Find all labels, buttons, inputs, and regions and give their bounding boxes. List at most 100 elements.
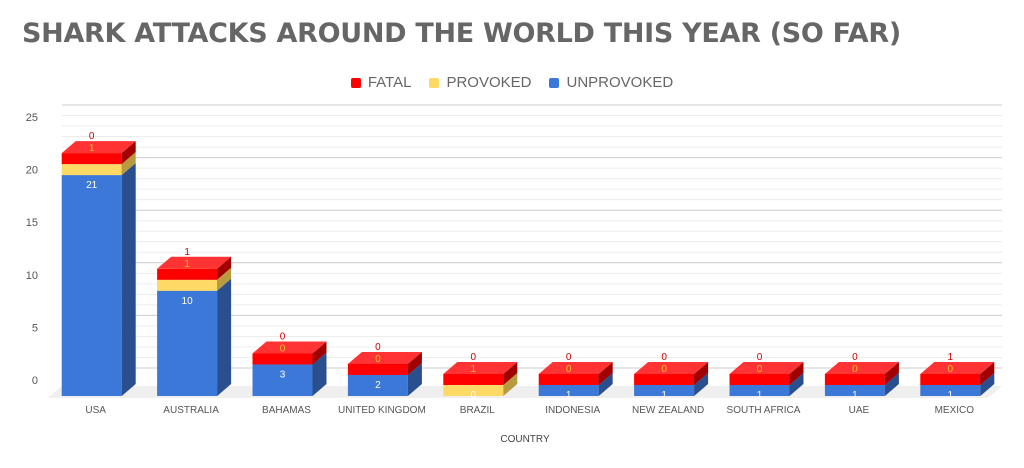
data-label-unprovoked: 1 [757,390,763,401]
bar-fatal-bahamas [252,341,327,365]
data-label-unprovoked: 2 [375,380,381,391]
bar-fatal-usa [61,141,136,165]
bar-front-face [61,175,122,396]
x-category-label: NEW ZEALAND [632,405,704,416]
bar-front-face [538,385,599,396]
legend-item-fatal[interactable]: FATAL [350,74,411,91]
bar-side-face [694,362,709,385]
bar-top-face [61,141,136,154]
x-category-label: UNITED KINGDOM [338,405,426,416]
data-label-unprovoked: 21 [86,180,98,191]
data-label-fatal: 0 [566,352,572,363]
data-label-provoked: 1 [89,143,95,154]
x-category-label: BAHAMAS [262,405,311,416]
bar-front-face [443,374,504,385]
data-label-fatal: 0 [89,131,95,142]
x-category-label: INDONESIA [545,405,600,416]
bar-top-face [634,362,709,374]
bar-fatal-new-zealand [634,362,709,385]
data-label-unprovoked: 1 [948,390,954,401]
data-label-fatal: 0 [280,331,286,342]
bar-front-face [538,374,599,385]
data-label-provoked: 1 [184,259,190,270]
bar-side-face [884,362,899,385]
x-category-label: UAE [849,405,870,416]
bar-side-face [121,152,136,176]
legend-item-provoked[interactable]: PROVOKED [429,74,531,91]
bar-side-face [980,373,995,396]
bar-side-face [407,362,422,396]
bar-side-face [884,373,899,396]
x-category-label: SOUTH AFRICA [727,405,801,416]
bar-fatal-south-africa [729,362,804,385]
x-axis-categories: USA AUSTRALIA BAHAMAS UNITED KINGDOM BRAZIL I… [85,405,974,416]
y-tick-label: 0 [32,375,38,387]
data-label-fatal: 0 [661,352,667,363]
data-label-fatal: 1 [948,352,954,363]
bar-front-face [920,385,981,396]
bar-top-face [920,362,995,374]
legend-swatch-unprovoked [549,77,560,88]
x-category-label: BRAZIL [460,405,495,416]
data-label-fatal: 0 [757,352,763,363]
bar-front-face [729,374,790,385]
bar-side-face [598,362,613,385]
bar-side-face [789,373,804,396]
legend-swatch-fatal [350,77,361,88]
bar-front-face [157,290,218,396]
bar-front-face [634,374,695,385]
data-label-unprovoked: 1 [661,390,667,401]
bar-front-face [252,364,313,396]
bar-side-face [121,163,136,396]
bar-side-face [503,362,518,385]
data-label-provoked: 1 [471,364,477,375]
bar-front-face [634,385,695,396]
bar-side-face [980,362,995,385]
data-label-fatal: 0 [471,352,477,363]
bar-top-face [538,362,613,374]
legend-item-unprovoked[interactable]: UNPROVOKED [549,74,673,91]
data-label-provoked: 0 [375,354,381,365]
bar-unprovoked-australia [157,278,232,396]
y-tick-label: 5 [32,322,38,334]
x-axis-title: COUNTRY [500,434,550,445]
legend-swatch-provoked [429,77,440,88]
bar-side-face [503,373,518,396]
data-label-unprovoked: 3 [280,369,286,380]
bar-unprovoked-usa [61,163,136,396]
bar-fatal-united-kingdom [347,351,422,375]
bar-front-face [61,164,122,176]
data-label-provoked: 0 [280,343,286,354]
bar-front-face [920,374,981,385]
data-label-provoked: 0 [852,364,858,375]
bar-front-face [729,385,790,396]
bar-fatal-australia [157,256,232,280]
bar-side-face [217,267,232,291]
bar-front-face [157,268,218,280]
bar-side-face [217,256,232,280]
bar-side-face [407,351,422,375]
data-label-fatal: 0 [375,342,381,353]
y-axis-ticks: 0 5 10 15 20 25 [26,112,38,387]
bar-front-face [347,363,408,375]
bar-front-face [443,385,504,396]
data-label-unprovoked: 10 [182,296,194,307]
x-category-label: USA [85,405,106,416]
y-tick-label: 25 [26,112,38,124]
data-label-provoked: 0 [757,364,763,375]
bar-side-face [121,141,136,165]
bar-top-face [252,341,327,354]
data-label-provoked: 0 [661,364,667,375]
data-label-fatal: 1 [184,247,190,258]
bar-side-face [789,362,804,385]
bar-side-face [598,373,613,396]
y-tick-label: 10 [26,270,38,282]
bar-fatal-uae [824,362,899,385]
data-label-unprovoked: 1 [566,390,572,401]
data-label-provoked: 0 [566,364,572,375]
bar-top-face [824,362,899,374]
bar-fatal-brazil [443,362,518,385]
bar-top-face [729,362,804,374]
